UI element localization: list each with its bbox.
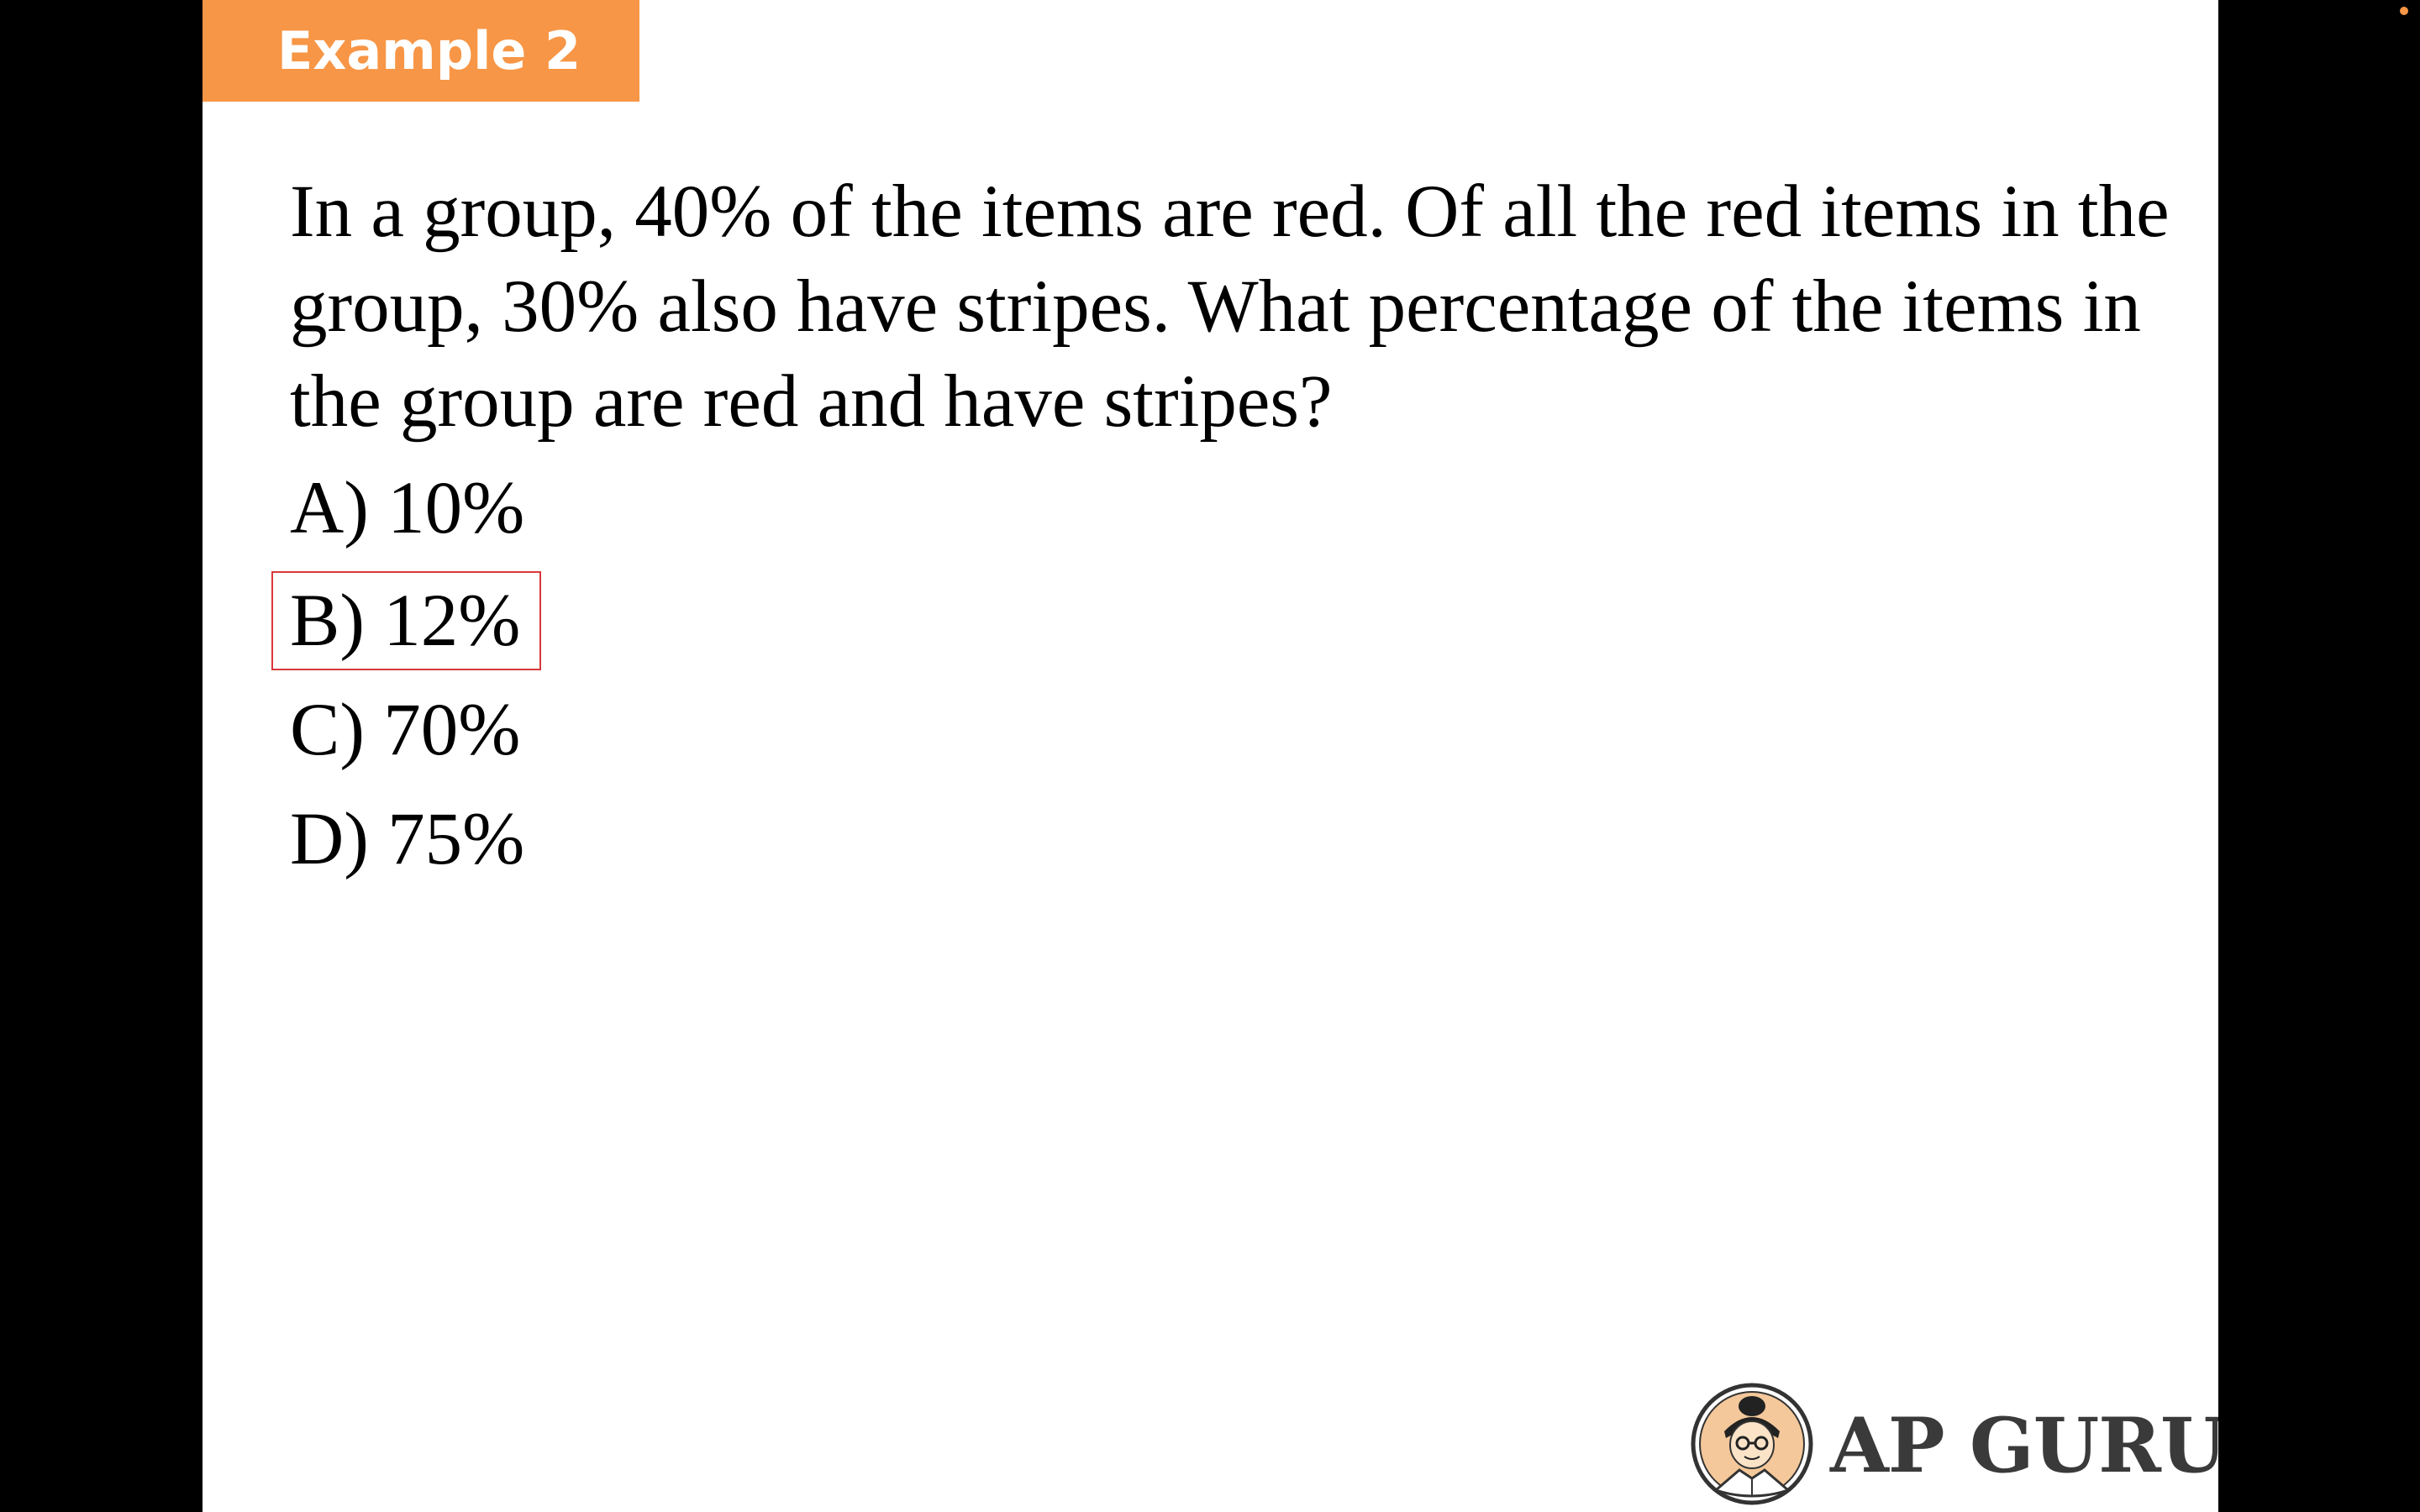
choice-b: B) 12% [290, 580, 521, 662]
presentation-slide: Example 2 In a group, 40% of the items a… [203, 0, 2218, 1512]
ap-guru-logo: AP GURU [1691, 1378, 2218, 1512]
choice-c: C) 70% [290, 689, 521, 771]
choice-a: A) 10% [290, 467, 525, 549]
logo-wordmark: AP GURU [1830, 1401, 2218, 1490]
question-text: In a group, 40% of the items are red. Of… [290, 171, 2170, 443]
recording-indicator-icon [2400, 7, 2408, 15]
answer-highlight-box [271, 571, 541, 670]
ap-guru-mascot-icon [1691, 1383, 1813, 1505]
choice-d: D) 75% [290, 798, 525, 880]
example-tag: Example 2 [203, 0, 639, 102]
